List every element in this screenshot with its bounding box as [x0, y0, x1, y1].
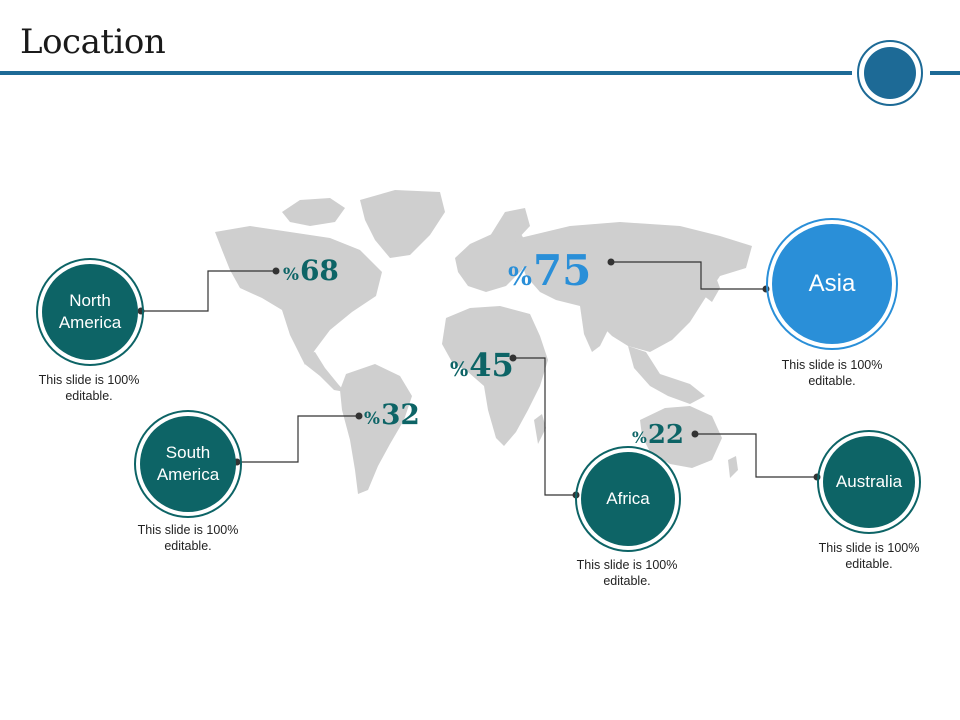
header-badge-icon: [857, 40, 923, 106]
south-america-percent: % 32: [364, 398, 420, 431]
south-america-circle[interactable]: South America: [140, 416, 236, 512]
north-america-circle[interactable]: North America: [42, 264, 138, 360]
africa-ring: [575, 446, 681, 552]
africa-percent: % 45: [450, 346, 514, 384]
title-rule-left: [0, 71, 852, 75]
slide-title: Location: [20, 22, 166, 62]
south-america-note: This slide is 100% editable.: [137, 523, 239, 553]
australia-connector: [695, 433, 817, 478]
percent-value: 22: [647, 420, 685, 450]
africa-note: This slide is 100% editable.: [576, 558, 678, 588]
map-landmasses: [215, 190, 752, 494]
australia-circle[interactable]: Australia: [823, 436, 915, 528]
percent-symbol: %: [632, 428, 647, 447]
south-america-connector: [237, 415, 359, 463]
north-america-connector-dot-2: [272, 267, 280, 275]
north-america-percent: % 68: [283, 254, 339, 287]
asia-connector-dot-2: [607, 258, 615, 266]
australia-note: This slide is 100% editable.: [818, 541, 920, 571]
australia-percent: % 22: [632, 420, 684, 450]
south-america-label: South America: [156, 443, 220, 484]
south-america-ring: [134, 410, 242, 518]
australia-ring: [817, 430, 921, 534]
north-america-note: This slide is 100% editable.: [38, 373, 140, 403]
percent-symbol: %: [364, 408, 380, 428]
australia-connector-dot-2: [691, 430, 699, 438]
percent-value: 68: [299, 254, 339, 287]
percent-value: 75: [532, 246, 592, 295]
asia-circle[interactable]: Asia: [772, 224, 892, 344]
percent-symbol: %: [450, 358, 469, 381]
asia-connector: [611, 261, 766, 290]
percent-symbol: %: [283, 264, 299, 284]
connector-lines: [141, 261, 817, 496]
australia-label: Australia: [835, 472, 903, 491]
asia-note: This slide is 100% editable.: [781, 358, 883, 388]
percent-value: 32: [380, 398, 420, 431]
north-america-label: North America: [58, 291, 122, 332]
asia-ring: [766, 218, 898, 350]
africa-label: Africa: [606, 489, 650, 508]
title-rule-right: [930, 71, 960, 75]
asia-percent: % 75: [508, 246, 591, 295]
percent-value: 45: [469, 346, 514, 384]
africa-connector: [513, 357, 576, 496]
south-america-connector-dot-2: [355, 412, 363, 420]
north-america-ring: [36, 258, 144, 366]
asia-label: Asia: [808, 270, 856, 297]
north-america-connector: [141, 270, 276, 312]
percent-symbol: %: [508, 261, 532, 291]
africa-circle[interactable]: Africa: [581, 452, 675, 546]
africa-connector-dot-2: [509, 354, 517, 362]
